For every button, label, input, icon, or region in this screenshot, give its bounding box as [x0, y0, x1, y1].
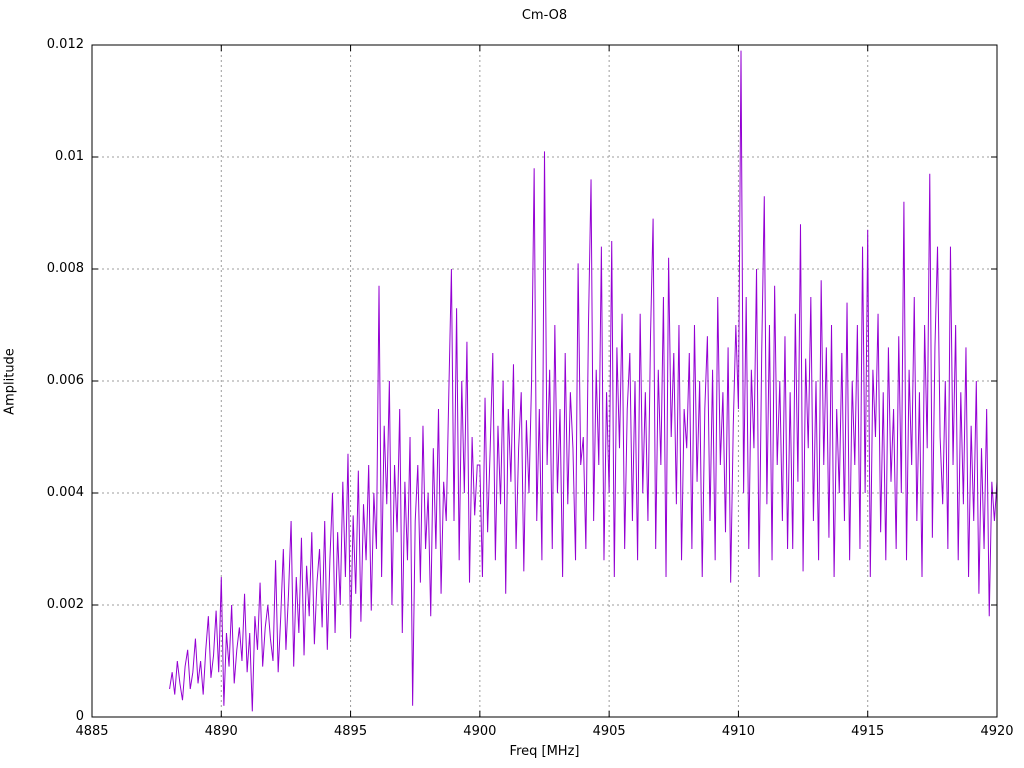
x-tick-label: 4905: [592, 724, 626, 739]
chart-title: Cm-O8: [521, 8, 568, 23]
x-tick-label: 4915: [851, 724, 885, 739]
x-tick-label: 4920: [980, 724, 1014, 739]
y-tick-label: 0.004: [46, 485, 84, 500]
x-axis-title: Freq [MHz]: [509, 744, 580, 759]
x-tick-label: 4910: [721, 724, 755, 739]
x-tick-label: 4895: [334, 724, 368, 739]
spectrum-line: [169, 50, 998, 712]
y-tick-label: 0.008: [46, 261, 84, 276]
x-tick-label: 4885: [75, 724, 109, 739]
y-tick-label: 0.006: [46, 373, 84, 388]
x-tick-label: 4890: [204, 724, 238, 739]
y-tick-label: 0.01: [55, 149, 84, 164]
y-tick-label: 0: [75, 709, 84, 724]
y-tick-label: 0.002: [46, 597, 84, 612]
x-tick-label: 4900: [463, 724, 497, 739]
y-tick-label: 0.012: [46, 37, 84, 52]
